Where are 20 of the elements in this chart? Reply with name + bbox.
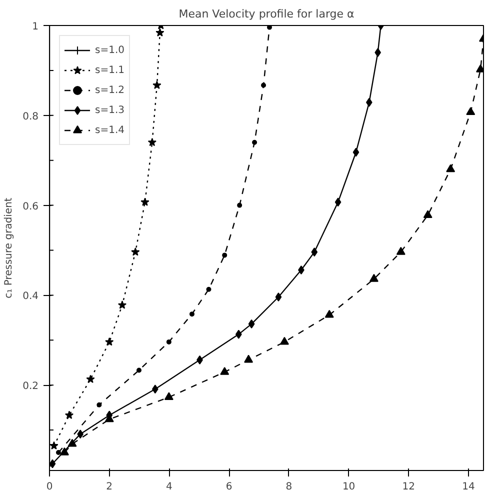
y-axis-title: c₁ Pressure gradient	[4, 198, 15, 298]
x-tick-label: 0	[46, 482, 53, 492]
y-tick-label: 0.2	[22, 381, 39, 392]
x-tick-label: 8	[286, 482, 292, 492]
x-tick-label: 2	[106, 482, 113, 492]
x-tick-label: 12	[402, 482, 416, 492]
legend-label: s=1.4	[95, 124, 124, 136]
x-tick-label: 6	[226, 482, 232, 492]
y-tick-label: 0.4	[22, 291, 39, 302]
x-tick-label: 14	[462, 482, 475, 492]
y-tick-label: 0.8	[22, 111, 39, 122]
y-tick-label: 0.6	[22, 201, 39, 212]
chart-title: Mean Velocity profile for large α	[178, 8, 354, 20]
legend-label: s=1.0	[95, 44, 124, 56]
legend-label: s=1.2	[95, 84, 124, 96]
x-tick-label: 4	[166, 482, 172, 492]
legend-label: s=1.1	[95, 64, 124, 76]
x-tick-label: 10	[342, 482, 356, 492]
legend-label: s=1.3	[95, 104, 124, 116]
y-tick-label: 1	[32, 22, 39, 32]
